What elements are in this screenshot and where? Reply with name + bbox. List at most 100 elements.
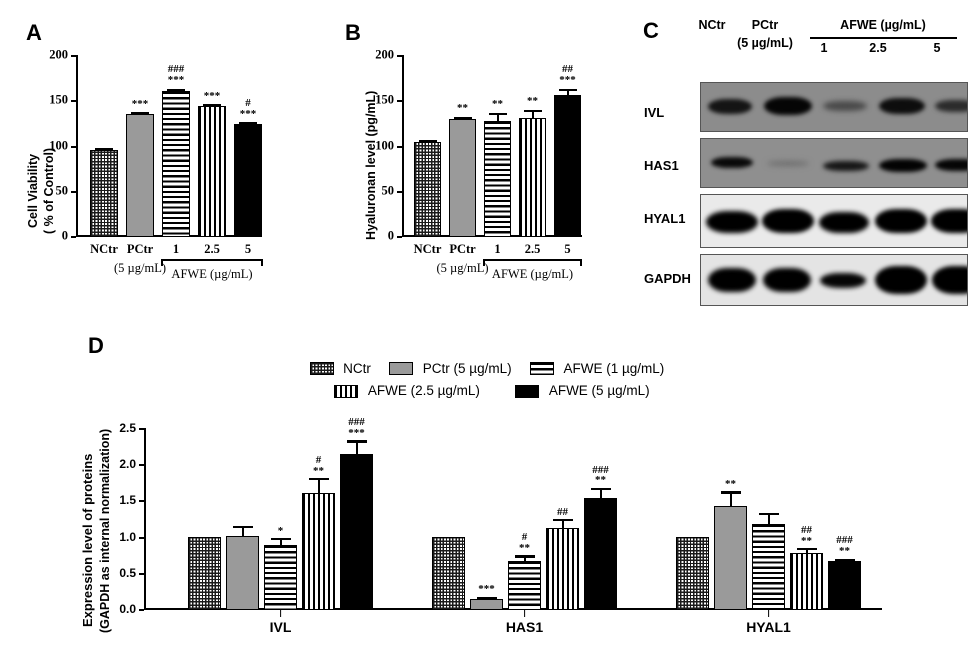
panel-d-legend-label: NCtr xyxy=(343,361,371,376)
panel-c-protein-label-gapdh: GAPDH xyxy=(644,271,691,286)
panel-d-errorbar-cap xyxy=(346,440,367,443)
panel-b-ytick-label: 100 xyxy=(375,138,394,152)
panel-d-ytick xyxy=(139,428,144,430)
panel-b-xtick-label: 1 xyxy=(494,242,501,256)
panel-a-afwe-bracket-label: AFWE (µg/mL) xyxy=(171,267,253,281)
panel-d-bar-ivl-pctr xyxy=(226,535,259,610)
panel-c-band-ivl-afwe1 xyxy=(823,101,867,111)
panel-c-band-ivl-pctr xyxy=(764,97,812,115)
panel-d-sig-has1-afwe5: ### ** xyxy=(592,463,609,487)
panel-b-ytick-label: 200 xyxy=(375,47,394,62)
panel-b-bar-afwe1 xyxy=(484,120,511,237)
panel-d-errorbar-stem xyxy=(767,515,770,525)
panel-label-c: C xyxy=(643,18,659,43)
panel-a-y-axis-title-line2: ( % of Control) xyxy=(42,147,56,234)
panel-c-band-has1-afwe1 xyxy=(823,161,869,171)
panel-c-protein-label-hyal1: HYAL1 xyxy=(644,211,686,226)
panel-d-group-label-has1: HAS1 xyxy=(505,619,544,635)
panel-b-chart: Hyaluronan level (pg/mL) 200 150 100 50 … xyxy=(330,0,640,330)
panel-a-chart: Cell Viability ( % of Control) 200 150 1… xyxy=(0,0,330,330)
panel-c-lane-header-afwe25: 2.5 xyxy=(869,41,887,55)
panel-b-plot-area: 200 150 100 50 0 ** ** ** ## *** NCtr PCt… xyxy=(375,48,582,281)
panel-b-y-axis xyxy=(402,55,404,237)
panel-d-errorbar-stem xyxy=(805,550,808,554)
panel-d-sig-hyal1-afwe5: ### ** xyxy=(836,534,853,557)
panel-c-blots: NCtr PCtr (5 µg/mL) AFWE (µg/mL) 1 2.5 5… xyxy=(640,0,974,330)
panel-b-bar-nctr xyxy=(414,141,441,237)
panel-a-errorbar-cap-afwe5 xyxy=(239,122,257,125)
panel-d-legend-item-pctr: PCtr (5 µg/mL) xyxy=(389,358,512,380)
panel-c-lane-header-afwe5: 5 xyxy=(933,41,941,55)
panel-d-errorbar-stem xyxy=(561,521,564,528)
panel-d-errorbar-stem xyxy=(279,540,282,545)
legend-swatch-gray-icon xyxy=(389,362,414,376)
panel-d-bar-hyal1-afwe5 xyxy=(828,561,861,610)
panel-d-errorbar-cap xyxy=(270,537,291,541)
panel-a-xtick-label: PCtr xyxy=(126,242,154,256)
panel-b-bar-afwe5 xyxy=(554,95,581,237)
panel-d-bar-hyal1-afwe1 xyxy=(752,524,785,610)
panel-c-band-has1-afwe25 xyxy=(879,159,927,172)
panel-d-legend-row-2: AFWE (2.5 µg/mL) AFWE (5 µg/mL) xyxy=(0,380,974,402)
panel-d-errorbar-cap xyxy=(720,491,741,494)
panel-a-sig-afwe1: ### *** xyxy=(167,63,185,86)
panel-a-bar-afwe25 xyxy=(198,106,226,237)
panel-b-ytick-label: 150 xyxy=(375,92,394,107)
panel-label-d: D xyxy=(88,333,104,358)
panel-d-errorbar-stem xyxy=(355,442,358,454)
panel-d-sig-has1-afwe25: ## xyxy=(557,505,568,518)
panel-c-band-ivl-nctr xyxy=(708,99,752,114)
panel-d-sig-ivl-afwe5: ### *** xyxy=(348,416,365,439)
panel-d-bar-hyal1-pctr xyxy=(714,505,747,610)
panel-c-protein-label-ivl: IVL xyxy=(644,105,665,120)
panel-b-ytick xyxy=(397,145,402,148)
panel-b-errorbar-cap-afwe25 xyxy=(523,109,542,112)
panel-c-band-hyal1-nctr xyxy=(706,211,758,233)
panel-b-ytick xyxy=(397,191,402,193)
panel-a-errorbar-cap-afwe1 xyxy=(167,88,185,91)
panel-d-ytick xyxy=(139,609,144,611)
panel-a-pctr-sublabel: (5 µg/mL) xyxy=(114,261,166,275)
panel-d-legend-item-nctr: NCtr xyxy=(309,358,371,380)
panel-d-errorbar-cap xyxy=(758,513,779,516)
panel-d-sig-ivl-afwe1: * xyxy=(277,524,284,537)
panel-c-band-ivl-afwe5 xyxy=(935,100,967,112)
panel-d-bar-ivl-nctr xyxy=(188,537,221,610)
panel-d-legend-label: PCtr (5 µg/mL) xyxy=(422,361,512,376)
panel-a-plot-area: 200 150 100 50 0 *** ### *** *** # *** NCt… xyxy=(49,48,263,281)
panel-d-group-tick-hyal1 xyxy=(767,610,770,617)
panel-b-sig-afwe25: ** xyxy=(527,94,538,107)
panel-c-afwe-header: AFWE (µg/mL) xyxy=(840,18,926,32)
panel-b-sig-afwe5: ## *** xyxy=(559,63,576,86)
panel-d-sig-has1-afwe1: # ** xyxy=(519,531,530,554)
panel-d-y-axis-title-line1: Expression level of proteins xyxy=(80,453,95,627)
panel-c-band-hyal1-afwe25 xyxy=(875,209,927,233)
panel-c-band-gapdh-nctr xyxy=(708,268,756,292)
panel-label-b: B xyxy=(345,20,361,45)
panel-d-ytick-label: 0.5 xyxy=(119,565,136,580)
panel-a-bar-pctr xyxy=(126,114,154,237)
panel-d-ytick xyxy=(139,536,144,539)
panel-c-band-hyal1-pctr xyxy=(762,209,814,233)
panel-d-y-axis-title-line2: (GAPDH as internal normalization) xyxy=(98,428,112,633)
panel-c-blot-strip-ivl xyxy=(700,82,968,132)
panel-d-ytick-label: 2.0 xyxy=(119,457,136,472)
panel-b-afwe-bracket-label: AFWE (µg/mL) xyxy=(491,267,574,281)
panel-d-errorbar-cap xyxy=(476,596,497,600)
panel-d-group-tick-ivl xyxy=(279,610,282,617)
panel-c-band-has1-afwe5 xyxy=(935,159,967,171)
panel-a-ytick-label: 200 xyxy=(49,47,68,62)
panel-d-errorbar-cap xyxy=(834,558,855,562)
legend-swatch-hstripe-icon xyxy=(530,362,555,376)
panel-d-bar-hyal1-afwe25 xyxy=(790,553,823,610)
panel-d-errorbar-cap xyxy=(308,478,329,481)
panel-d-group-label-ivl: IVL xyxy=(269,619,292,635)
panel-a-errorbar-cap-afwe25 xyxy=(203,104,221,106)
panel-d-bar-has1-afwe25 xyxy=(546,527,579,610)
panel-b-errorbar-cap-nctr xyxy=(418,139,437,142)
panel-b-errorbar-stem-afwe5 xyxy=(566,90,569,95)
panel-b-ytick xyxy=(397,100,402,102)
panel-c-band-gapdh-afwe25 xyxy=(875,266,927,294)
panel-a-sig-afwe5: # *** xyxy=(239,97,257,120)
panel-c-band-has1-pctr xyxy=(767,161,809,166)
